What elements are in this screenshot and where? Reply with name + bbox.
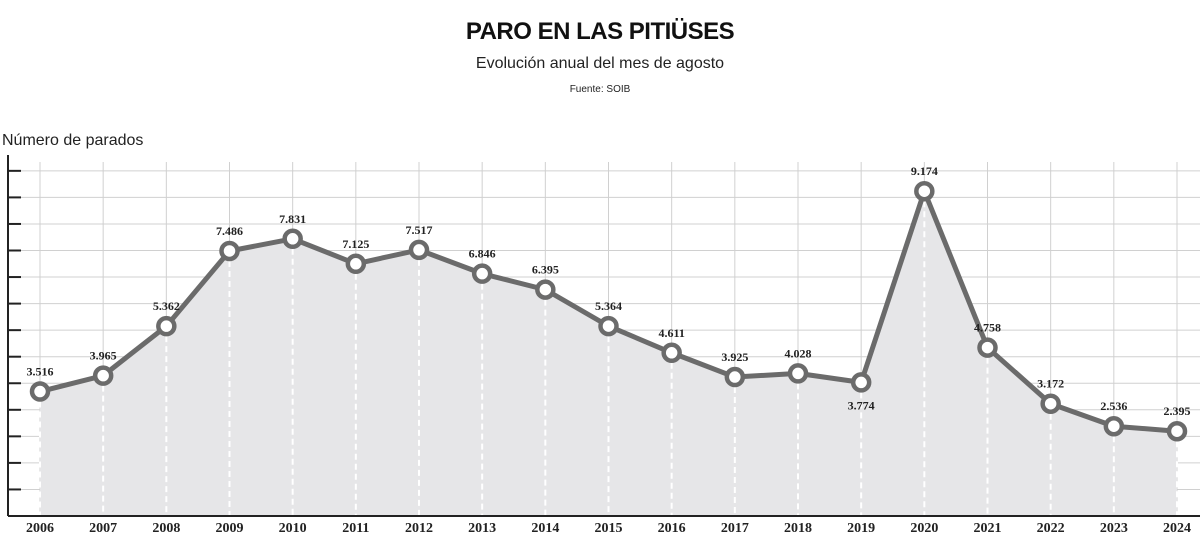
data-label: 7.517 xyxy=(406,223,433,237)
data-point xyxy=(1040,393,1061,414)
data-label: 2.395 xyxy=(1164,404,1191,418)
data-label: 6.846 xyxy=(469,247,496,261)
x-tick-label: 2016 xyxy=(658,521,686,536)
data-point xyxy=(661,342,682,364)
data-point xyxy=(408,239,430,261)
data-label: 7.125 xyxy=(342,237,369,251)
x-tick-label: 2020 xyxy=(910,521,938,536)
x-tick-label: 2017 xyxy=(721,521,749,536)
data-label: 7.831 xyxy=(279,212,306,226)
chart-title: PARO EN LAS PITIÜSES xyxy=(465,18,735,45)
data-label: 3.965 xyxy=(90,349,117,363)
chart-source: Fuente: SOIB xyxy=(569,84,631,95)
data-point xyxy=(977,337,998,358)
x-tick-label: 2010 xyxy=(279,521,307,536)
x-tick-label: 2013 xyxy=(468,521,496,536)
data-point xyxy=(850,372,872,393)
data-label: 5.364 xyxy=(595,299,622,313)
data-point xyxy=(1103,415,1125,437)
data-point xyxy=(471,263,493,284)
data-point xyxy=(219,240,240,262)
data-label: 6.395 xyxy=(532,263,559,277)
data-label: 4.758 xyxy=(974,321,1001,335)
data-label: 2.536 xyxy=(1100,399,1127,413)
x-tick-label: 2015 xyxy=(595,521,623,536)
data-point xyxy=(1166,420,1188,442)
data-point xyxy=(535,279,556,300)
data-point xyxy=(282,228,303,250)
x-tick-label: 2019 xyxy=(847,521,875,536)
data-label: 3.925 xyxy=(721,350,748,364)
data-label: 5.362 xyxy=(153,299,180,313)
data-label: 4.611 xyxy=(658,326,684,340)
data-label: 4.028 xyxy=(785,346,812,360)
data-label: 3.774 xyxy=(848,398,875,412)
chart-subtitle: Evolución anual del mes de agosto xyxy=(475,55,725,72)
x-tick-label: 2022 xyxy=(1037,521,1065,536)
data-point xyxy=(156,315,177,337)
x-tick-label: 2014 xyxy=(531,521,559,536)
x-tick-label: 2018 xyxy=(784,521,812,536)
data-point xyxy=(598,315,619,337)
x-tick-label: 2008 xyxy=(152,521,180,536)
data-point xyxy=(724,366,746,388)
x-tick-label: 2021 xyxy=(974,521,1002,536)
data-label: 7.486 xyxy=(216,224,243,238)
x-tick-label: 2007 xyxy=(89,521,117,536)
data-label: 3.172 xyxy=(1037,377,1064,391)
data-point xyxy=(787,363,809,384)
data-point xyxy=(345,253,367,275)
x-tick-label: 2006 xyxy=(26,521,54,536)
x-tick-label: 2024 xyxy=(1163,521,1191,536)
data-label: 9.174 xyxy=(911,164,938,178)
x-tick-label: 2009 xyxy=(216,521,244,536)
x-tick-label: 2011 xyxy=(342,521,369,536)
data-point xyxy=(92,365,114,386)
y-axis-label: Número de parados xyxy=(2,132,144,149)
x-tick-label: 2012 xyxy=(405,521,433,536)
data-point xyxy=(29,381,51,402)
data-point xyxy=(914,180,935,202)
data-label: 3.516 xyxy=(27,365,54,379)
x-tick-label: 2023 xyxy=(1100,521,1128,536)
area-fill xyxy=(40,191,1177,516)
